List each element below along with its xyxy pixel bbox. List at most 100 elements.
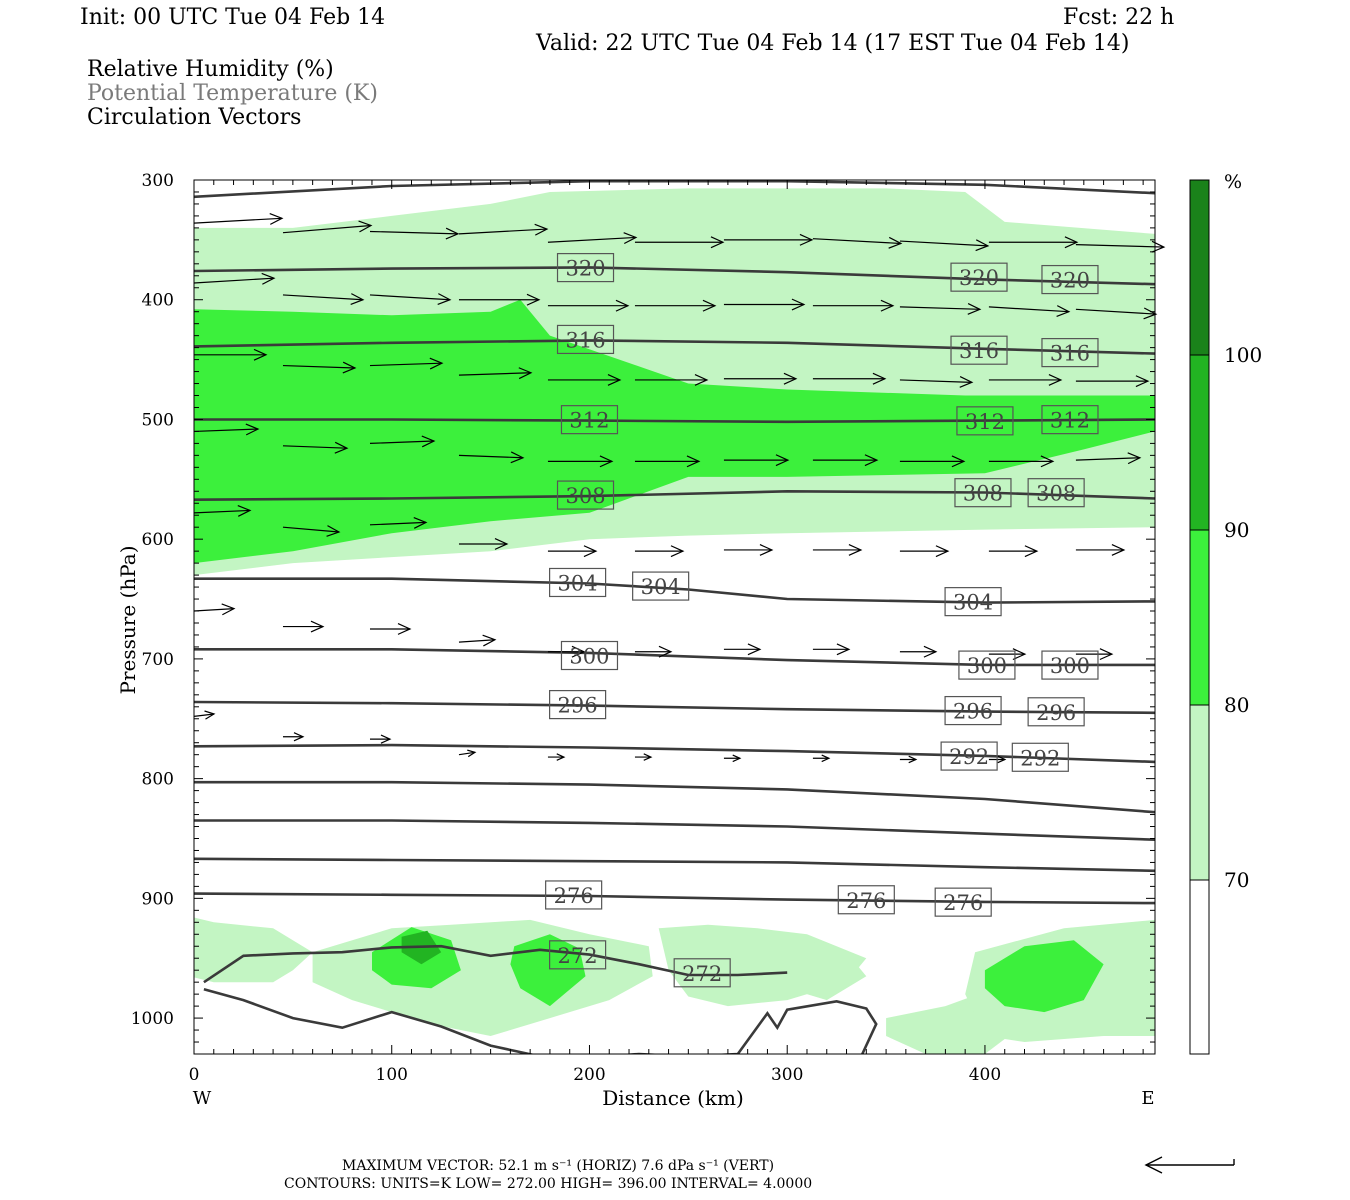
- y-tick-label: 700: [142, 650, 174, 670]
- contour-label-box: [837, 885, 895, 915]
- colorbar-segment: [1190, 705, 1209, 880]
- vector-shaft: [193, 217, 283, 224]
- wind-vector: [282, 361, 357, 374]
- contour-label-text: 316: [1050, 342, 1090, 366]
- wind-vector: [369, 516, 428, 529]
- vector-head: [1127, 452, 1142, 465]
- vector-head: [1012, 648, 1027, 661]
- wind-vector: [634, 373, 709, 386]
- contour-label-box: [1027, 697, 1085, 727]
- contour-label-box: [944, 695, 1002, 726]
- wind-vector: [723, 298, 806, 311]
- vector-head: [518, 367, 533, 380]
- vector-shaft: [193, 608, 235, 612]
- vector-shaft: [458, 751, 476, 756]
- contour-label-304: 304: [549, 567, 607, 598]
- wind-vector: [458, 451, 525, 464]
- vector-shaft: [282, 224, 372, 234]
- legend-potential-temperature: Potential Temperature (K): [87, 81, 378, 106]
- vector-shaft: [369, 294, 451, 301]
- vector-head: [350, 293, 365, 305]
- wind-vector: [634, 299, 717, 312]
- east-label: E: [1141, 1088, 1154, 1109]
- contour-label-box: [545, 880, 603, 910]
- y-tick-label: 300: [142, 171, 174, 191]
- wind-vector: [458, 538, 509, 550]
- contour-label-text: 300: [967, 654, 1007, 678]
- vector-head: [747, 643, 762, 656]
- vector-head: [783, 372, 798, 385]
- contour-label-text: 304: [558, 571, 598, 595]
- wind-vector: [282, 525, 341, 537]
- init-time: Init: 00 UTC Tue 04 Feb 14: [80, 5, 386, 30]
- x-axis-label: Distance (km): [602, 1086, 744, 1110]
- vector-shaft: [193, 277, 275, 284]
- wind-vector: [193, 272, 276, 285]
- contour-label-312: 312: [956, 406, 1014, 436]
- vector-shaft: [193, 428, 259, 433]
- humidity-colorbar: % 70 80 90 100: [1189, 171, 1262, 1055]
- wind-vector: [458, 293, 541, 306]
- wind-vector: [547, 753, 566, 761]
- wind-vector: [988, 236, 1079, 249]
- theta-contour-272: [203, 944, 788, 984]
- wind-vector: [812, 454, 879, 467]
- contour-label-304: 304: [944, 587, 1002, 617]
- wind-vector: [988, 648, 1027, 661]
- wind-vector: [547, 645, 586, 658]
- contour-label-text: 292: [949, 745, 989, 769]
- wind-vector: [634, 645, 673, 658]
- vector-head: [888, 236, 903, 249]
- vector-head: [510, 451, 525, 464]
- colorbar-unit: %: [1224, 171, 1242, 193]
- wind-vector: [369, 734, 392, 744]
- vector-head: [686, 455, 701, 468]
- wind-vector: [988, 545, 1039, 558]
- contour-label-320: 320: [1041, 264, 1099, 295]
- contour-label-text: 312: [1050, 409, 1090, 433]
- contour-label-box: [1041, 650, 1099, 680]
- vector-head: [583, 545, 598, 558]
- contour-label-box: [958, 650, 1016, 680]
- contour-label-text: 320: [959, 266, 999, 290]
- contour-label-box: [944, 587, 1002, 617]
- vector-head: [967, 303, 982, 315]
- vector-head: [821, 754, 831, 763]
- wind-vector: [458, 223, 549, 236]
- contour-label-box: [934, 887, 992, 917]
- y-tick-label: 400: [142, 291, 174, 311]
- plot-frame: [193, 179, 1156, 1055]
- contour-label-316: 316: [556, 324, 615, 355]
- vector-head: [494, 538, 509, 550]
- colorbar-segment: [1190, 180, 1209, 355]
- vector-head: [556, 753, 566, 761]
- wind-vector: [1075, 375, 1150, 388]
- wind-vector: [193, 213, 284, 225]
- wind-vector: [458, 749, 477, 758]
- wind-vector: [1075, 648, 1114, 661]
- vector-head: [997, 755, 1007, 764]
- contour-label-text: 304: [953, 591, 993, 615]
- wind-vector: [899, 455, 966, 468]
- wind-vector: [988, 373, 1063, 386]
- wind-vector: [194, 348, 268, 361]
- wind-vector: [899, 645, 938, 658]
- wind-vector: [369, 623, 412, 635]
- wind-vector: [988, 455, 1055, 468]
- vector-head: [615, 299, 630, 312]
- wind-vector: [458, 367, 533, 380]
- y-tick-label: 600: [142, 530, 174, 550]
- vector-head: [799, 233, 814, 246]
- y-tick-label: 800: [142, 770, 174, 790]
- vector-shaft: [812, 238, 901, 245]
- wind-vector: [547, 373, 622, 386]
- wind-vector: [988, 305, 1071, 317]
- vector-head: [732, 754, 742, 763]
- axis-ticks: 0 100 200 300 400 300 400 500 600 700 800 900 1000 W E: [131, 171, 1155, 1109]
- contour-label-272: 272: [673, 958, 731, 988]
- vector-head: [429, 357, 444, 370]
- colorbar-level-label: 80: [1224, 693, 1249, 717]
- contour-label-box: [1041, 405, 1099, 435]
- contour-label-box: [940, 741, 998, 771]
